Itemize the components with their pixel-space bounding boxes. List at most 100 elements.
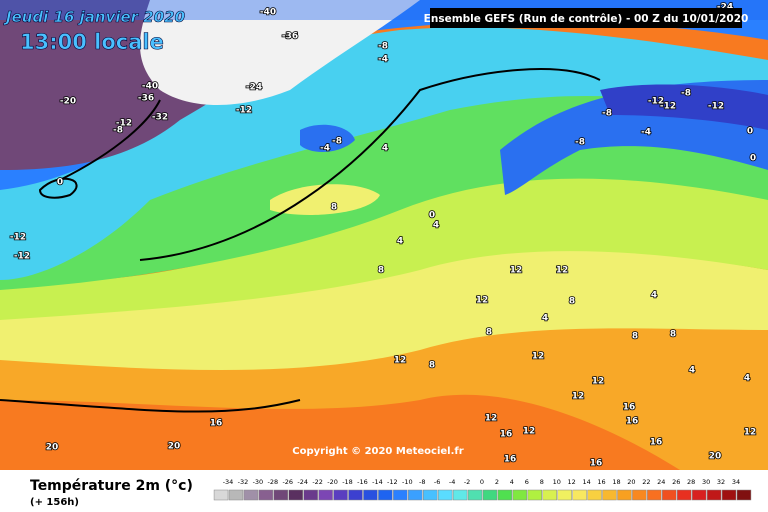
contour-label: -8 [681,89,691,99]
colorbar-tick: 24 [657,478,665,486]
color-swatch [467,489,483,501]
color-swatch [632,489,647,501]
contour-label: 16 [500,430,513,440]
contour-label: -24 [246,83,262,93]
contour-label: 12 [476,296,489,306]
colorbar-tick: 6 [525,478,529,486]
contour-label: 8 [378,266,384,276]
contour-label: 0 [429,211,435,221]
contour-label: -8 [575,138,585,148]
contour-label: 8 [670,330,676,340]
contour-label: -8 [332,137,342,147]
colorbar-tick: -22 [312,478,323,486]
color-swatch [647,489,662,501]
colorbar-tick: 0 [480,478,484,486]
colorbar-tick: -2 [464,478,470,486]
color-swatch [527,489,543,501]
contour-label: 8 [429,361,435,371]
color-swatch [662,489,677,501]
contour-label: 16 [210,419,223,429]
colorbar-tick: -16 [357,478,368,486]
contour-lines [0,68,601,413]
colorbar-tick: -12 [387,478,398,486]
contour-label: -8 [602,109,612,119]
contour-label: 4 [744,374,750,384]
contour-label: -12 [648,97,664,107]
contour-label: 0 [747,127,753,137]
contour-label: -8 [378,42,388,52]
contour-label: 8 [486,328,492,338]
color-swatch [378,489,393,501]
colorbar-tick: -14 [372,478,383,486]
colorbar-tick: 20 [627,478,635,486]
legend-title: Température 2m (°c) [30,478,193,494]
contour-label: -24 [717,3,733,13]
color-swatch [587,489,602,501]
contour-label: 12 [572,392,585,402]
colorbar-tick: 28 [687,478,695,486]
contour-label: -36 [138,94,154,104]
colorbar-tick: 26 [672,478,680,486]
contour-label: 12 [485,414,498,424]
copyright: Copyright © 2020 Meteociel.fr [292,446,463,457]
contour-label: -40 [260,8,276,18]
colorbar-tick: 10 [553,478,561,486]
colorbar-tick: -26 [282,478,293,486]
color-swatch [288,489,303,501]
colorbar-tick: 32 [717,478,725,486]
contour-label: 16 [650,438,663,448]
contour-label: -12 [236,106,252,116]
colorbar-tick: 8 [540,478,544,486]
contour-label: 0 [57,178,63,188]
color-swatch [437,489,453,501]
contour-label: 16 [504,455,517,465]
color-swatch [348,489,363,501]
contour-label: -12 [14,252,30,262]
contour-label: 4 [542,314,548,324]
color-swatch [273,489,289,501]
color-swatch [303,489,318,501]
colorbar-tick: -34 [223,478,234,486]
contour-label: -40 [142,82,158,92]
colorbar-tick: -10 [402,478,413,486]
color-swatch [572,489,587,501]
color-swatch [393,489,408,501]
color-swatch [333,489,348,501]
colorbar-tick: -6 [434,478,440,486]
contour-label: -12 [116,119,132,129]
colorbar-tick: -32 [238,478,249,486]
colorbar-tick: 12 [568,478,576,486]
color-swatch [213,489,229,501]
time: 13:00 locale [20,30,164,54]
contour-label: 16 [623,403,636,413]
contour-label: 20 [168,442,181,452]
colorbar-tick: -4 [449,478,455,486]
contour-label: 12 [394,356,407,366]
color-swatch [243,489,259,501]
contour-label: -12 [10,233,26,243]
contour-label: 12 [556,266,569,276]
date: Jeudi 16 janvier 2020 [3,8,185,26]
color-swatch [617,489,632,501]
colorbar-tick: 22 [642,478,650,486]
contour-label: 20 [709,452,722,462]
color-swatch [497,489,513,501]
contour-label: -12 [660,102,676,112]
color-swatch [676,489,692,501]
contour-label: 16 [590,459,603,469]
contour-label: 12 [523,427,536,437]
colorbar-tick: -28 [268,478,279,486]
contour-label: -36 [282,32,298,42]
colorbar: -34 -32 -30 -28 -26 -24 -22 -20 -18 -16 -14 -12 -10-… [213,478,752,501]
color-swatch [736,489,752,501]
color-swatch [721,489,737,501]
color-swatch [602,489,617,501]
colorbar-tick: 30 [702,478,710,486]
colorbar-tick: -30 [253,478,264,486]
colorbar-tick: 4 [510,478,514,486]
colorbar-tick: -8 [419,478,425,486]
color-swatch [422,489,438,501]
contour-label: 4 [382,144,388,154]
